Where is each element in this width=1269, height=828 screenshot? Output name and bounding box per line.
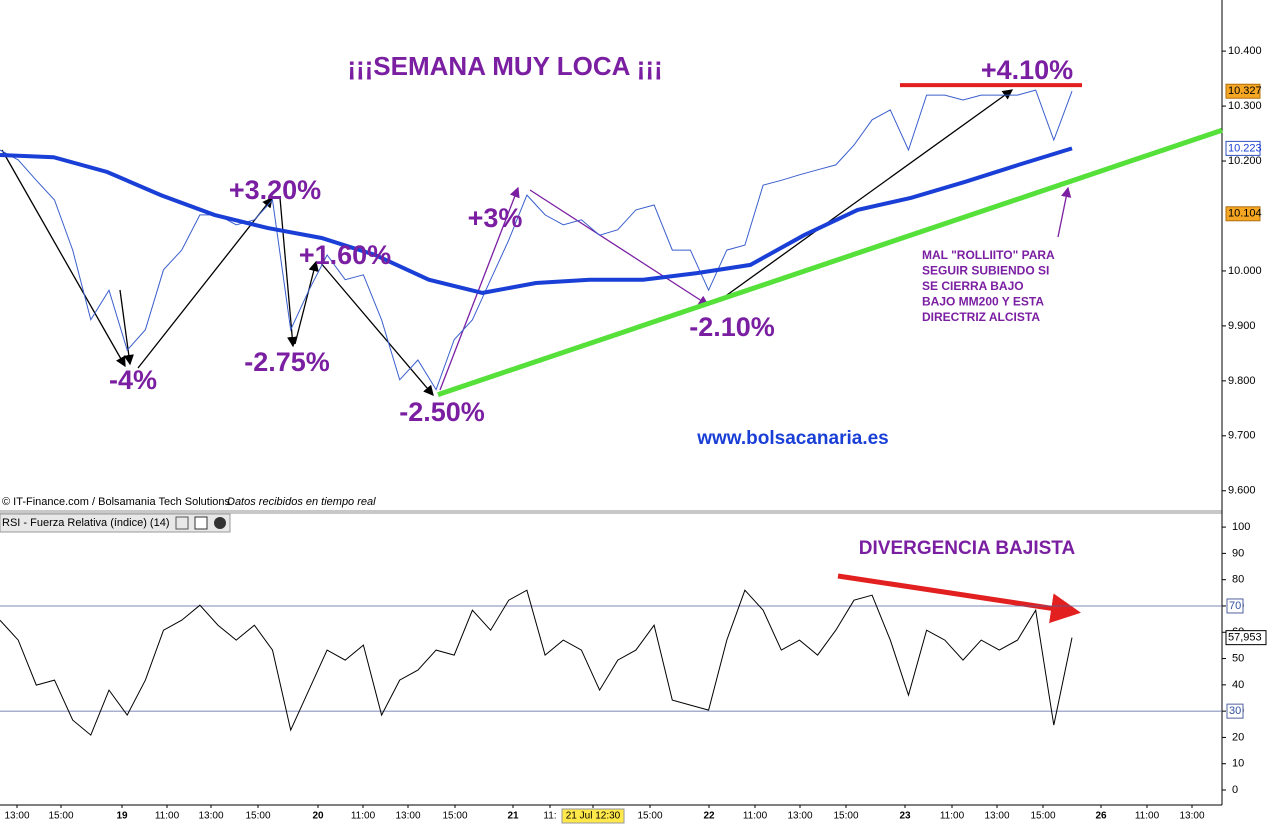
x-tick-label: 13:00	[1179, 811, 1204, 822]
x-tick-label: 15:00	[442, 811, 467, 822]
annotation: +1.60%	[299, 240, 391, 270]
value-box-label: 10.104	[1228, 208, 1262, 220]
credit: © IT-Finance.com / Bolsamania Tech Solut…	[2, 496, 231, 508]
value-box-label: 10.223	[1228, 142, 1262, 154]
x-tick-label: 13:00	[4, 811, 29, 822]
rsi-header	[0, 513, 231, 533]
panel-separator	[0, 510, 1222, 514]
arrow	[319, 261, 434, 396]
annotation: www.bolsacanaria.es	[696, 428, 889, 449]
x-tick-label: 15:00	[637, 811, 662, 822]
annotation: -2.50%	[399, 397, 485, 427]
y-tick-label: 10.400	[1228, 45, 1262, 57]
divergence-label: DIVERGENCIA BAJISTA	[859, 538, 1076, 559]
close-icon[interactable]	[214, 517, 226, 529]
value-box-label: 30	[1229, 705, 1241, 717]
line	[0, 589, 1073, 736]
y-tick-label: 100	[1232, 521, 1250, 533]
rsi-title: RSI - Fuerza Relativa (índice) (14)	[2, 517, 170, 529]
window-icon[interactable]	[194, 516, 208, 530]
y-tick-label: 90	[1232, 547, 1244, 559]
credit-note: Datos recibidos en tiempo real	[227, 496, 376, 508]
value-box-label: 70	[1229, 600, 1241, 612]
arrow	[279, 197, 298, 348]
annotation: -2.75%	[244, 347, 330, 377]
note-line: SEGUIR SUBIENDO SI	[922, 264, 1049, 278]
x-tick-label: 11:00	[743, 811, 768, 822]
x-tick-label: 13:00	[787, 811, 812, 822]
note-line: MAL "ROLLIITO" PARA	[922, 248, 1055, 262]
y-tick-label: 80	[1232, 574, 1244, 586]
y-tick-label: 20	[1232, 731, 1244, 743]
x-tick-label: 15:00	[1030, 811, 1055, 822]
y-tick-label: 10.000	[1228, 265, 1262, 277]
cursor-box	[561, 808, 625, 824]
arrow	[294, 260, 319, 345]
y-tick-label: 10.300	[1228, 100, 1262, 112]
value-box-label: 10.327	[1228, 85, 1262, 97]
y-tick-label: 50	[1232, 652, 1244, 664]
y-tick-label: 10.200	[1228, 155, 1262, 167]
x-tick-label: 19	[116, 811, 128, 822]
title: ¡¡¡SEMANA MUY LOCA ¡¡¡	[347, 51, 662, 81]
x-tick-label: 22	[703, 811, 715, 822]
x-tick-label: 15:00	[245, 811, 270, 822]
note-line: DIRECTRIZ ALCISTA	[922, 310, 1040, 324]
x-tick-label: 11:00	[155, 811, 180, 822]
x-tick-label: 26	[1095, 811, 1107, 822]
value-box-label: 57,953	[1228, 632, 1262, 644]
annotation: -2.10%	[689, 312, 775, 342]
x-tick-label: 20	[312, 811, 324, 822]
arrow	[137, 196, 273, 369]
value-box	[1225, 630, 1267, 646]
value-box	[1225, 206, 1261, 222]
y-tick-label: 9.700	[1228, 430, 1256, 442]
trend-line	[437, 127, 1223, 397]
annotation: +4.10%	[981, 55, 1073, 85]
value-box	[1225, 140, 1261, 156]
y-tick-label: 40	[1232, 679, 1244, 691]
y-tick-label: 10	[1232, 758, 1244, 770]
annotation: -4%	[109, 365, 157, 395]
y-tick-label: 9.900	[1228, 320, 1256, 332]
y-tick-label: 9.800	[1228, 375, 1256, 387]
x-tick-label: 21	[507, 811, 519, 822]
line	[0, 89, 1073, 391]
value-box	[1226, 703, 1244, 719]
y-tick-label: 9.600	[1228, 485, 1256, 497]
value-box	[1226, 598, 1244, 614]
x-tick-label: 11:00	[351, 811, 376, 822]
x-tick-label: 23	[899, 811, 911, 822]
arrow	[439, 186, 520, 391]
annotation: +3.20%	[229, 175, 321, 205]
x-tick-label: 13:00	[395, 811, 420, 822]
x-tick-label: 11:00	[940, 811, 965, 822]
x-tick-label: 13:00	[198, 811, 223, 822]
arrow	[529, 189, 710, 306]
arrow	[119, 289, 134, 366]
y-tick-label: 0	[1232, 784, 1238, 796]
x-tick-label: 21 Jul 12:30	[566, 811, 621, 822]
value-box	[1225, 83, 1261, 99]
arrow	[1, 149, 126, 368]
x-tick-label: 13:00	[984, 811, 1009, 822]
line	[0, 146, 1073, 295]
x-tick-label: 15:00	[833, 811, 858, 822]
annotation: +3%	[468, 203, 523, 233]
arrow	[1057, 186, 1072, 238]
settings-icon[interactable]	[175, 516, 189, 530]
x-tick-label: 11:	[543, 811, 556, 822]
x-tick-label: 15:00	[48, 811, 73, 822]
arrow	[719, 89, 1014, 301]
note-line: SE CIERRA BAJO	[922, 279, 1024, 293]
note-line: BAJO MM200 Y ESTA	[922, 295, 1044, 309]
x-tick-label: 11:00	[1135, 811, 1160, 822]
